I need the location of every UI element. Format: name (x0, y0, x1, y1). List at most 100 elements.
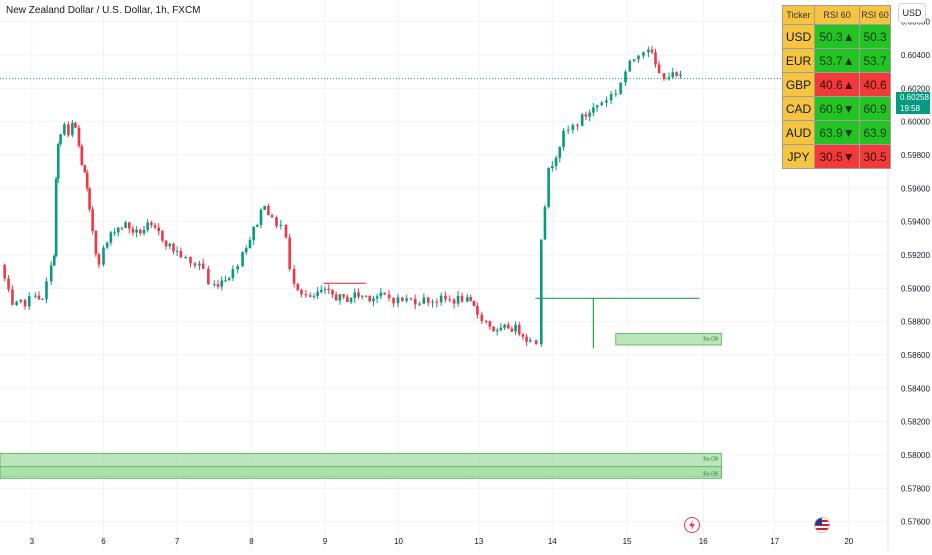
price-axis[interactable]: 0.606000.604000.602000.600000.598000.596… (887, 0, 930, 550)
currency-button[interactable]: USD (898, 3, 926, 23)
candle-body (667, 77, 671, 80)
candle-body (131, 228, 135, 233)
candle-body (207, 268, 210, 285)
candle-body (124, 222, 127, 229)
last-price: 0.60258 (900, 93, 929, 102)
candle-body (80, 145, 84, 166)
candle-body (499, 327, 503, 331)
candle-body (595, 105, 599, 108)
candle-body (56, 144, 60, 179)
candle-body (308, 295, 312, 297)
rsi-value-cell: 53.7▲ (814, 48, 860, 73)
symbol-title[interactable]: New Zealand Dollar / U.S. Dollar, 1h, FX… (6, 5, 201, 16)
candle-body (88, 188, 91, 210)
candle-body (444, 295, 447, 300)
candle-body (198, 263, 201, 266)
candle-body (387, 294, 391, 299)
candle-body (506, 324, 510, 329)
x-tick-label: 6 (101, 537, 106, 546)
candle-body (161, 231, 164, 241)
candle-body (34, 295, 37, 297)
candle-body (472, 300, 476, 307)
candle-body (157, 227, 161, 232)
candle-body (288, 237, 291, 269)
x-tick-label: 17 (770, 537, 779, 546)
rsi-value-cell: 40.6▲ (814, 72, 860, 97)
candle-body (146, 222, 149, 230)
x-tick-label: 16 (699, 537, 708, 546)
candle-body (231, 269, 235, 279)
candle-body (59, 134, 62, 145)
candle-body (74, 123, 77, 128)
candle-body (422, 297, 426, 304)
rsi-value-cell: 50.3▲ (814, 24, 860, 49)
x-tick-label: 7 (175, 537, 180, 546)
candle-body (127, 222, 131, 229)
candle-body (241, 252, 244, 267)
candle-body (102, 247, 105, 265)
candle-body (85, 172, 89, 189)
last-price-tag: 0.60258 19:58 (896, 92, 930, 114)
candle-body (153, 225, 157, 228)
candle-body (439, 295, 443, 303)
x-tick-label: 9 (323, 537, 328, 546)
candle-body (452, 299, 456, 304)
candle-body (368, 296, 371, 302)
candle-body (383, 292, 386, 295)
candle-body (642, 52, 645, 56)
candle-body (52, 255, 56, 266)
candle-body (172, 243, 175, 252)
candle-body (19, 299, 23, 302)
candle-body (267, 205, 270, 216)
candle-body (466, 297, 469, 302)
candle-body (609, 94, 613, 101)
candle-body (592, 107, 595, 113)
candle-body (304, 294, 308, 296)
rsi-row: GBP 40.6▲ 40.6 (782, 72, 891, 97)
candle-body (647, 49, 650, 53)
candle-body (296, 283, 300, 290)
candle-body (492, 326, 495, 332)
candle-body (327, 288, 331, 290)
bar-countdown: 19:58 (900, 104, 921, 113)
candle-body (510, 328, 514, 332)
candle-body (212, 284, 216, 286)
candle-body (164, 240, 168, 247)
candle-body (628, 60, 632, 72)
candle-body (488, 321, 492, 327)
candle-body (588, 112, 591, 117)
candle-body (353, 292, 357, 299)
candle-body (292, 268, 296, 284)
candle-body (248, 240, 252, 249)
candle-body (216, 284, 220, 287)
candle-body (413, 298, 417, 305)
candle-body (551, 166, 554, 168)
candle-body (142, 229, 146, 234)
candle-body (3, 265, 6, 279)
candle-body (448, 299, 452, 301)
y-tick-label: 0.59400 (901, 218, 930, 227)
candle-body (120, 227, 124, 229)
candle-body (236, 266, 240, 270)
candle-body (77, 127, 81, 146)
ticker-cell: EUR (782, 48, 815, 73)
candle-body (49, 265, 53, 282)
candle-body (426, 297, 430, 303)
lightning-icon[interactable] (684, 517, 700, 533)
flag-icon[interactable] (814, 517, 830, 533)
x-tick-label: 3 (30, 537, 35, 546)
candle-body (566, 129, 570, 131)
candle-body (15, 301, 18, 305)
candle-body (364, 295, 368, 297)
candle-body (184, 257, 187, 259)
candle-body (554, 157, 558, 167)
candle-body (418, 303, 421, 305)
y-tick-label: 0.60000 (901, 118, 930, 127)
time-axis[interactable]: 3 6 7 8 9 10 13 14 15 16 17 20 (30, 537, 854, 546)
candle-body (637, 55, 640, 60)
candle-body (41, 298, 44, 300)
header-rsi: RSI 60 (814, 5, 860, 25)
candle-body (168, 243, 172, 247)
